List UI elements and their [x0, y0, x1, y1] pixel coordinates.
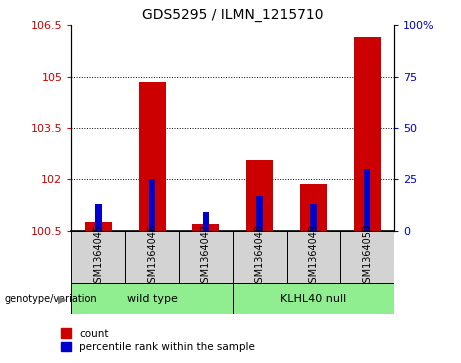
Text: GSM1364048: GSM1364048 — [254, 224, 265, 289]
Bar — [364, 169, 371, 231]
Legend: count, percentile rank within the sample: count, percentile rank within the sample — [60, 328, 255, 352]
Text: KLHL40 null: KLHL40 null — [280, 294, 347, 303]
Bar — [256, 196, 263, 231]
Title: GDS5295 / ILMN_1215710: GDS5295 / ILMN_1215710 — [142, 8, 324, 22]
FancyBboxPatch shape — [71, 283, 233, 314]
FancyBboxPatch shape — [340, 231, 394, 283]
Text: GSM1364045: GSM1364045 — [93, 224, 103, 289]
Text: wild type: wild type — [127, 294, 177, 303]
Bar — [193, 224, 219, 231]
FancyBboxPatch shape — [233, 283, 394, 314]
Bar — [85, 222, 112, 231]
Bar — [246, 160, 273, 231]
FancyBboxPatch shape — [125, 231, 179, 283]
Bar — [310, 204, 317, 231]
Text: ▶: ▶ — [58, 294, 66, 305]
Text: GSM1364050: GSM1364050 — [362, 224, 372, 289]
Text: GSM1364049: GSM1364049 — [308, 224, 319, 289]
Text: GSM1364046: GSM1364046 — [147, 224, 157, 289]
Bar — [95, 204, 101, 231]
FancyBboxPatch shape — [287, 231, 340, 283]
Bar — [149, 179, 155, 231]
Bar — [300, 184, 327, 231]
Text: genotype/variation: genotype/variation — [5, 294, 97, 305]
Bar — [354, 37, 381, 231]
FancyBboxPatch shape — [71, 231, 125, 283]
Bar — [139, 82, 165, 231]
Text: GSM1364047: GSM1364047 — [201, 224, 211, 289]
Bar — [203, 212, 209, 231]
FancyBboxPatch shape — [233, 231, 287, 283]
FancyBboxPatch shape — [179, 231, 233, 283]
